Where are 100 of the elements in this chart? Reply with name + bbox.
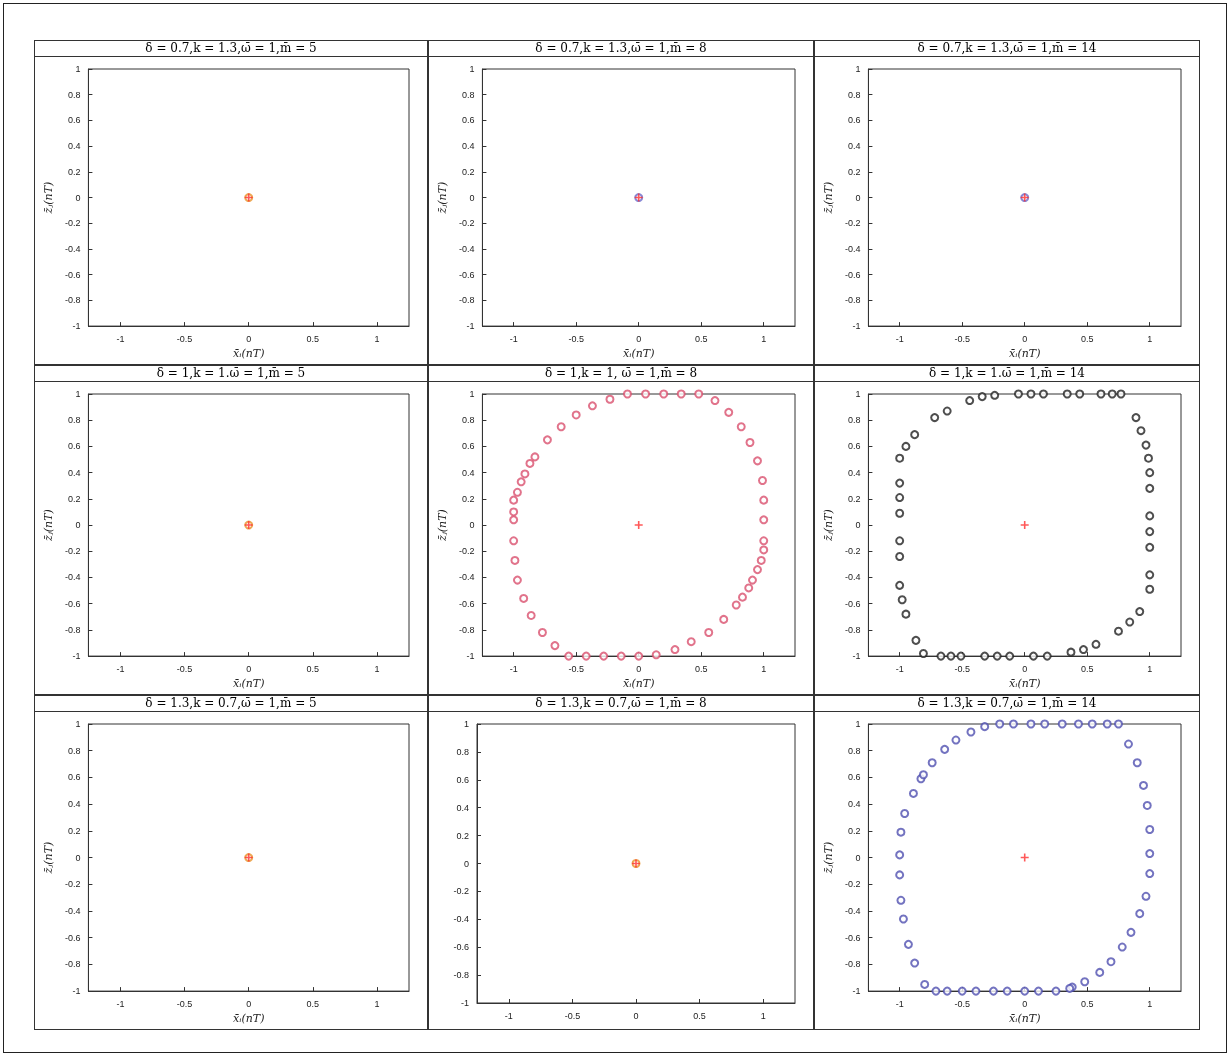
y-tick-label: 1	[75, 389, 81, 399]
y-tick-label: 0.6	[847, 772, 861, 783]
y-tick-label: 0	[75, 852, 81, 863]
y-tick-label: -0.2	[844, 546, 861, 557]
y-tick-label: -0.2	[844, 218, 861, 229]
y-tick-label: 0.8	[67, 89, 81, 100]
y-tick-label: -0.6	[844, 598, 861, 609]
y-axis-title: z̄ⱼ(nT)	[42, 841, 55, 875]
y-tick-label: 1	[855, 389, 861, 399]
y-tick-label: -1	[466, 651, 475, 662]
x-axis-title: x̄ᵢ(nT)	[232, 347, 265, 360]
y-tick-label: 0.8	[461, 89, 475, 100]
y-tick-label: -0.6	[64, 932, 81, 943]
x-tick-label: -0.5	[176, 333, 193, 344]
y-tick-label: 0.4	[67, 141, 81, 152]
y-tick-label: -0.4	[64, 243, 81, 254]
y-tick-label: -0.6	[458, 269, 475, 280]
y-tick-label: 1	[75, 64, 81, 74]
y-tick-label: -1	[852, 986, 861, 997]
y-tick-label: 0.6	[461, 441, 475, 452]
y-tick-label: 0.8	[456, 746, 469, 757]
y-tick-label: 1	[469, 389, 475, 399]
y-tick-label: -0.4	[844, 243, 861, 254]
x-tick-label: -1	[895, 998, 904, 1009]
y-tick-label: -0.8	[844, 295, 861, 306]
y-tick-label: 0.6	[461, 115, 475, 126]
y-tick-label: 0.2	[67, 825, 81, 836]
y-tick-label: -0.4	[458, 572, 475, 583]
y-tick-label: 0.2	[67, 493, 81, 504]
x-tick-label: 0	[633, 1010, 639, 1021]
x-tick-label: 0	[636, 333, 642, 344]
x-tick-label: 0.5	[1080, 333, 1094, 344]
y-tick-label: -0.4	[844, 905, 861, 916]
chart-title: δ = 1.3,k = 0.7,ω̄ = 1,m̄ = 5	[35, 696, 427, 712]
chart-title: δ = 1.3,k = 0.7,ω̄ = 1,m̄ = 14	[815, 696, 1199, 712]
x-tick-label: 1	[761, 333, 767, 344]
x-axis-title: x̄ᵢ(nT)	[232, 677, 265, 690]
y-tick-label: 0.4	[461, 141, 475, 152]
x-tick-label: -0.5	[176, 998, 193, 1009]
y-axis-title: z̄ⱼ(nT)	[822, 509, 835, 542]
y-tick-label: 1	[463, 719, 469, 729]
y-tick-label: 0.8	[67, 415, 81, 426]
y-tick-label: -0.6	[844, 269, 861, 280]
y-tick-label: 1	[75, 719, 81, 729]
y-tick-label: 0.4	[461, 467, 475, 478]
x-tick-label: -0.5	[568, 333, 584, 344]
y-tick-label: -0.2	[458, 546, 475, 557]
y-tick-label: -0.6	[64, 269, 81, 280]
y-tick-label: 0.8	[847, 745, 861, 756]
chart-title: δ = 0.7,k = 1.3,ω̄ = 1,m̄ = 5	[35, 41, 427, 57]
y-tick-label: -0.8	[64, 295, 81, 306]
y-axis-title: z̄ⱼ(nT)	[42, 509, 55, 542]
y-tick-label: -0.2	[64, 879, 81, 890]
y-tick-label: 0.4	[67, 799, 81, 810]
y-tick-label: -0.8	[64, 624, 81, 635]
y-axis-title: z̄ⱼ(nT)	[436, 509, 449, 542]
x-tick-label: 1	[374, 998, 380, 1009]
chart-title: δ = 1,k = 1.ω̄ = 1,m̄ = 14	[815, 366, 1199, 382]
y-tick-label: -0.4	[453, 914, 469, 925]
y-tick-label: 0.4	[67, 467, 81, 478]
y-tick-label: -1	[72, 651, 81, 662]
y-tick-label: 0.6	[67, 441, 81, 452]
x-tick-label: 0	[246, 998, 252, 1009]
x-tick-label: -1	[504, 1010, 513, 1021]
y-tick-label: 0.2	[461, 166, 475, 177]
x-tick-label: 1	[1147, 663, 1153, 674]
x-tick-label: 1	[374, 333, 380, 344]
y-tick-label: 0.4	[847, 467, 861, 478]
y-tick-label: -0.8	[458, 295, 475, 306]
y-tick-label: 0.8	[847, 89, 861, 100]
x-axis-title: x̄ᵢ(nT)	[622, 677, 655, 690]
y-tick-label: 0	[469, 192, 475, 203]
x-tick-label: 0	[1022, 998, 1028, 1009]
x-tick-label: -0.5	[564, 1010, 581, 1021]
x-tick-label: 0.5	[1080, 998, 1094, 1009]
y-tick-label: -1	[72, 321, 81, 332]
x-tick-label: 0.5	[694, 333, 708, 344]
y-tick-label: -0.2	[458, 218, 475, 229]
y-tick-label: -0.8	[844, 624, 861, 635]
y-tick-label: -0.4	[64, 572, 81, 583]
x-tick-label: -1	[509, 663, 518, 674]
y-tick-label: -1	[852, 651, 861, 662]
y-tick-label: 0.2	[847, 166, 861, 177]
x-tick-label: -0.5	[176, 663, 193, 674]
y-tick-label: 1	[469, 64, 475, 74]
x-tick-label: 0.5	[306, 663, 320, 674]
x-tick-label: 0.5	[306, 998, 320, 1009]
y-tick-label: -0.8	[844, 959, 861, 970]
y-tick-label: -0.6	[458, 598, 475, 609]
x-axis-title: x̄ᵢ(nT)	[1008, 677, 1041, 690]
chart-title: δ = 1.3,k = 0.7,ω̄ = 1,m̄ = 8	[429, 696, 813, 712]
y-tick-label: -0.6	[64, 598, 81, 609]
y-tick-label: 0	[75, 192, 81, 203]
x-tick-label: -0.5	[954, 998, 970, 1009]
x-tick-label: 0	[1022, 333, 1028, 344]
x-tick-label: 0.5	[693, 1010, 706, 1021]
y-tick-label: 0	[855, 520, 861, 531]
x-tick-label: 0	[246, 333, 252, 344]
y-tick-label: 0.6	[456, 774, 469, 785]
x-tick-label: -1	[895, 333, 904, 344]
